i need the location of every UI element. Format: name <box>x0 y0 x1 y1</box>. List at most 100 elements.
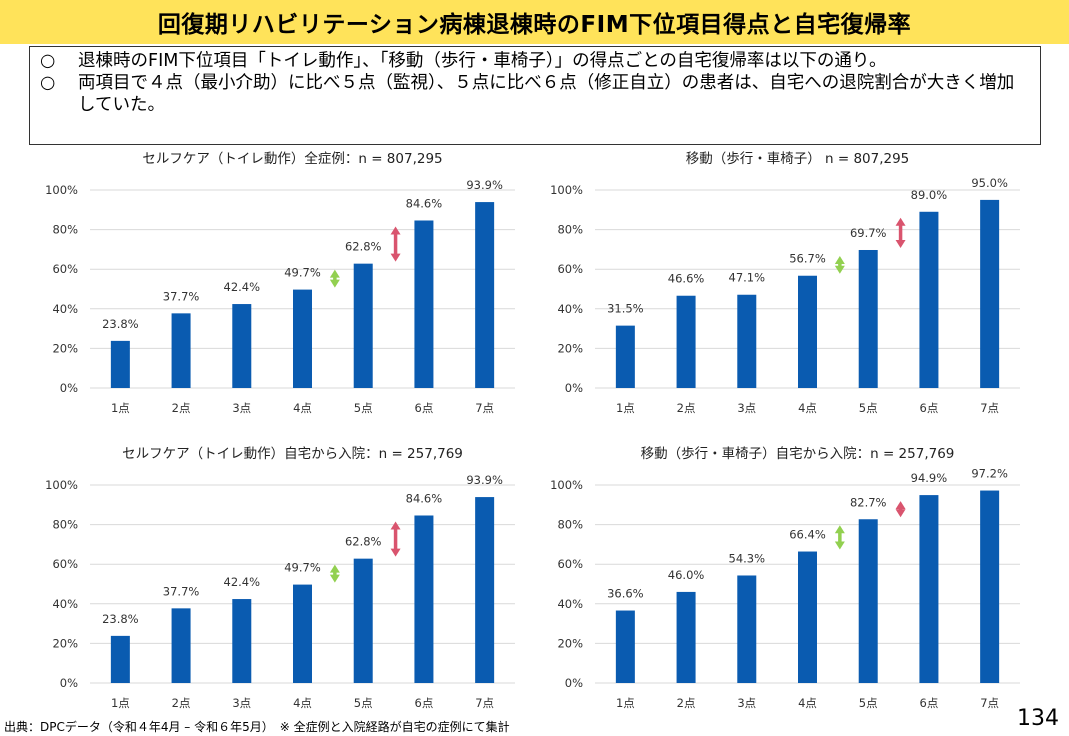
y-tick-label: 20% <box>557 636 583 650</box>
x-tick-label: 1点 <box>111 696 130 710</box>
chart-title: 移動（歩行・車椅子） n = 807,295 <box>686 151 910 167</box>
x-tick-label: 5点 <box>354 696 373 710</box>
chart-toilet-all: セルフケア（トイレ動作）全症例：n = 807,295 0% 20% 40% 60% 80… <box>45 150 515 415</box>
data-label: 42.4% <box>224 280 261 294</box>
y-tick-label: 40% <box>557 302 583 316</box>
bar <box>858 519 878 683</box>
data-label: 23.8% <box>102 317 139 331</box>
x-tick-label: 2点 <box>677 696 696 710</box>
y-tick-label: 20% <box>557 341 583 355</box>
x-tick-label: 4点 <box>293 401 312 415</box>
y-tick-label: 100% <box>45 183 78 197</box>
data-label: 47.1% <box>729 271 766 285</box>
bar <box>919 495 939 683</box>
bar <box>232 304 252 388</box>
arrow-head <box>390 521 401 530</box>
y-tick-label: 60% <box>557 262 583 276</box>
bar <box>232 599 252 683</box>
bar <box>353 558 373 683</box>
red-double-arrow-icon <box>895 501 906 518</box>
arrow-head <box>329 279 340 288</box>
chart-title: 移動（歩行・車椅子）自宅から入院：n = 257,769 <box>641 446 955 462</box>
y-tick-label: 40% <box>52 302 78 316</box>
bar <box>980 199 1000 388</box>
bar <box>414 220 434 388</box>
summary-text: 退棟時のFIM下位項目「トイレ動作」、「移動（歩行・車椅子）」の得点ごとの自宅復… <box>78 51 887 71</box>
arrow-head <box>390 548 401 557</box>
data-label: 42.4% <box>224 575 261 589</box>
circle-bullet-icon: ○ <box>40 51 56 71</box>
data-label: 82.7% <box>850 495 887 509</box>
y-tick-label: 0% <box>60 381 78 395</box>
y-tick-label: 60% <box>52 262 78 276</box>
bar <box>676 591 696 683</box>
bar <box>110 635 130 683</box>
green-double-arrow-icon <box>329 564 340 583</box>
data-label: 89.0% <box>911 188 948 202</box>
data-label: 69.7% <box>850 226 887 240</box>
bar <box>615 610 635 683</box>
data-label: 31.5% <box>607 302 644 316</box>
y-tick-label: 60% <box>52 557 78 571</box>
bar <box>980 490 1000 683</box>
chart-mobility-home: 移動（歩行・車椅子）自宅から入院：n = 257,769 0% 20% 40% 60% 8… <box>550 446 1020 710</box>
y-tick-label: 100% <box>550 478 583 492</box>
y-tick-label: 100% <box>550 183 583 197</box>
data-label: 54.3% <box>729 551 766 565</box>
bar <box>858 249 878 388</box>
bar <box>475 202 495 388</box>
red-double-arrow-icon <box>390 226 401 262</box>
x-tick-label: 6点 <box>415 401 434 415</box>
x-tick-label: 2点 <box>677 401 696 415</box>
arrow-head <box>329 269 340 278</box>
y-tick-label: 0% <box>60 676 78 690</box>
y-tick-label: 40% <box>52 597 78 611</box>
y-tick-label: 80% <box>52 518 78 532</box>
x-tick-label: 4点 <box>293 696 312 710</box>
red-double-arrow-icon <box>895 217 906 248</box>
data-label: 37.7% <box>163 289 200 303</box>
data-label: 37.7% <box>163 584 200 598</box>
summary-text: 両項目で４点（最小介助）に比べ５点（監視）、５点に比べ６点（修正自立）の患者は、… <box>78 73 1015 115</box>
summary-bullet: ○ 退棟時のFIM下位項目「トイレ動作」、「移動（歩行・車椅子）」の得点ごとの自… <box>40 50 1030 72</box>
summary-bullet: ○ 両項目で４点（最小介助）に比べ５点（監視）、５点に比べ６点（修正自立）の患者… <box>40 72 1030 116</box>
data-label: 84.6% <box>406 196 443 210</box>
bar <box>737 294 757 388</box>
x-tick-label: 2点 <box>172 696 191 710</box>
data-label: 46.6% <box>668 272 705 286</box>
bar <box>615 325 635 388</box>
summary-box: ○ 退棟時のFIM下位項目「トイレ動作」、「移動（歩行・車椅子）」の得点ごとの自… <box>29 46 1041 145</box>
x-tick-label: 5点 <box>859 696 878 710</box>
chart-title: セルフケア（トイレ動作）全症例：n = 807,295 <box>142 150 442 167</box>
x-tick-label: 6点 <box>415 696 434 710</box>
x-tick-label: 4点 <box>798 696 817 710</box>
x-tick-label: 3点 <box>737 696 756 710</box>
arrow-head <box>834 265 845 274</box>
circle-bullet-icon: ○ <box>40 73 56 93</box>
bar <box>798 551 817 683</box>
x-tick-label: 3点 <box>232 401 251 415</box>
bar <box>171 313 191 388</box>
data-label: 49.7% <box>284 561 321 575</box>
y-tick-label: 20% <box>52 636 78 650</box>
bar <box>293 584 312 683</box>
arrow-head <box>834 541 845 550</box>
data-label: 49.7% <box>284 266 321 280</box>
page-number: 134 <box>1017 706 1059 731</box>
bar <box>676 295 696 388</box>
y-tick-label: 80% <box>52 223 78 237</box>
x-tick-label: 1点 <box>616 696 635 710</box>
data-label: 23.8% <box>102 612 139 626</box>
y-tick-label: 40% <box>557 597 583 611</box>
bar <box>919 211 939 388</box>
bar <box>353 263 373 388</box>
bar <box>414 515 434 683</box>
green-double-arrow-icon <box>329 269 340 288</box>
data-label: 93.9% <box>466 178 503 192</box>
x-tick-label: 6点 <box>920 696 939 710</box>
y-tick-label: 0% <box>565 381 583 395</box>
data-label: 46.0% <box>668 568 705 582</box>
data-label: 36.6% <box>607 587 644 601</box>
arrow-head <box>895 239 906 248</box>
green-double-arrow-icon <box>834 255 845 274</box>
